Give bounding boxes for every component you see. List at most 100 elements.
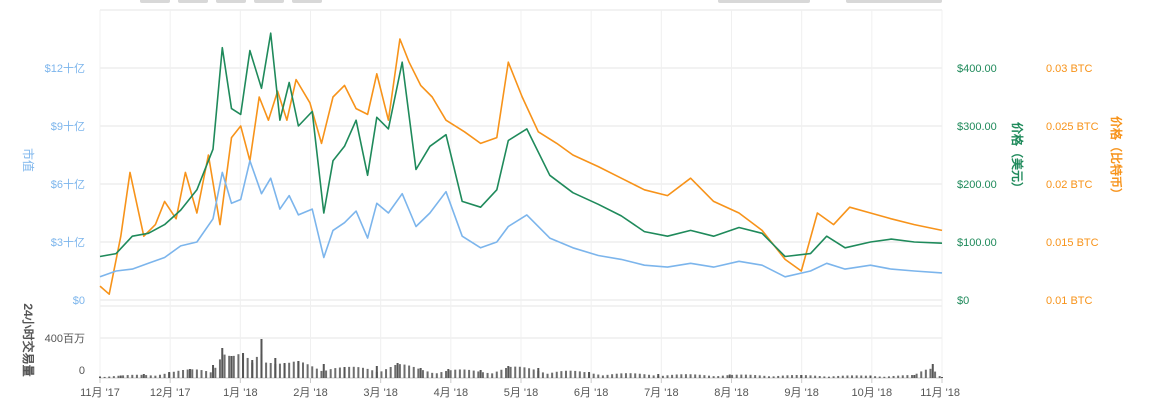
volume-bar <box>458 369 461 378</box>
x-tick-label: 11月 '17 <box>80 387 120 399</box>
volume-bar <box>611 374 614 378</box>
market-cap-tick-label: $6十亿 <box>51 177 85 191</box>
volume-bar <box>500 369 503 378</box>
volume-bar <box>269 362 272 378</box>
volume-bar <box>851 375 854 378</box>
volume-bar <box>274 363 277 378</box>
volume-bar <box>412 366 415 378</box>
volume-bar <box>315 368 318 378</box>
export-button[interactable] <box>846 0 942 3</box>
grid-lines <box>99 9 943 379</box>
volume-bar <box>883 376 886 378</box>
volume-bar <box>913 375 916 378</box>
usd-price-axis: $0 $100.00 $200.00 $300.00 $400.00 <box>957 63 997 307</box>
volume-bar <box>212 365 215 378</box>
btc-price-axis: 0.01 BTC 0.015 BTC 0.02 BTC 0.025 BTC 0.03 B… <box>1046 63 1099 307</box>
range-button[interactable] <box>178 0 208 3</box>
volume-bar <box>809 375 812 378</box>
volume-bar <box>791 375 794 378</box>
range-button[interactable] <box>140 0 170 3</box>
volume-bar <box>749 374 752 378</box>
volume-bar <box>920 371 923 378</box>
volume-bar <box>712 376 715 378</box>
volume-bar <box>158 374 161 378</box>
usd-price-tick-label: $200.00 <box>957 179 997 191</box>
volume-bar <box>601 375 604 378</box>
range-button[interactable] <box>292 0 322 3</box>
x-tick-label: 3月 '18 <box>363 387 398 399</box>
volume-bar <box>818 376 821 378</box>
usd-price-tick-label: $100.00 <box>957 237 997 249</box>
volume-bar <box>860 375 863 378</box>
volume-bar <box>375 371 378 378</box>
volume-bar <box>200 370 203 378</box>
volume-bar <box>721 375 724 378</box>
range-button[interactable] <box>216 0 246 3</box>
volume-bar <box>735 374 738 378</box>
usd-price-axis-title: 价格（美元） <box>1010 122 1025 194</box>
volume-bar <box>528 368 531 378</box>
volume-bar <box>777 375 780 378</box>
market-cap-line <box>99 160 943 278</box>
volume-bar <box>638 373 641 378</box>
volume-bar <box>648 374 651 378</box>
volume-bar <box>546 373 549 378</box>
zoom-button[interactable] <box>718 0 810 3</box>
volume-bar <box>168 372 171 378</box>
volume-bar <box>837 375 840 378</box>
volume-bar <box>380 371 383 378</box>
range-button[interactable] <box>254 0 284 3</box>
volume-bar <box>551 372 554 378</box>
volume-bar <box>795 374 798 378</box>
volume-bar <box>800 375 803 378</box>
btc-price-tick-label: 0.03 BTC <box>1046 63 1093 75</box>
volume-bar <box>717 376 720 378</box>
volume-bar <box>348 366 351 378</box>
btc-price-axis-title: 价格（比特币） <box>1109 116 1124 200</box>
volume-bar <box>394 365 397 378</box>
volume-bar <box>514 366 517 378</box>
volume-bar <box>629 373 632 378</box>
volume-bar <box>361 367 364 378</box>
volume-bar <box>869 375 872 378</box>
volume-bar <box>306 364 309 378</box>
market-cap-tick-label: $9十亿 <box>51 119 85 133</box>
volume-bar <box>652 375 655 378</box>
volume-bars <box>99 339 943 378</box>
volume-tick-label: 400百万 <box>45 333 85 345</box>
volume-bar <box>767 376 770 378</box>
x-tick-label: 10月 '18 <box>852 387 893 399</box>
volume-bar <box>343 367 346 378</box>
volume-bar <box>680 374 683 378</box>
x-tick-label: 7月 '18 <box>644 387 679 399</box>
volume-bar <box>505 368 508 378</box>
volume-bar <box>449 370 452 378</box>
volume-bar <box>698 374 701 378</box>
volume-bar <box>182 370 185 378</box>
volume-bar <box>135 374 138 378</box>
volume-bar <box>447 369 450 378</box>
volume-bar <box>191 369 194 378</box>
volume-bar <box>322 364 325 378</box>
volume-bar <box>597 374 600 378</box>
volume-bar <box>823 376 826 378</box>
x-tick-label: 5月 '18 <box>504 387 539 399</box>
volume-bar <box>731 374 734 378</box>
volume-bar <box>230 356 233 378</box>
volume-bar <box>855 375 858 378</box>
volume-bar <box>675 374 678 378</box>
volume-bar <box>906 375 909 378</box>
volume-bar <box>574 370 577 378</box>
volume-bar <box>352 366 355 378</box>
volume-bar <box>661 375 664 378</box>
volume-bar <box>163 373 166 378</box>
volume-bar <box>564 370 567 378</box>
volume-tick-label: 0 <box>79 365 85 377</box>
volume-bar <box>666 375 669 378</box>
volume-bar <box>569 370 572 378</box>
volume-bar <box>103 376 106 378</box>
volume-bar <box>924 369 927 378</box>
volume-bar <box>744 374 747 378</box>
volume-bar <box>288 362 291 378</box>
